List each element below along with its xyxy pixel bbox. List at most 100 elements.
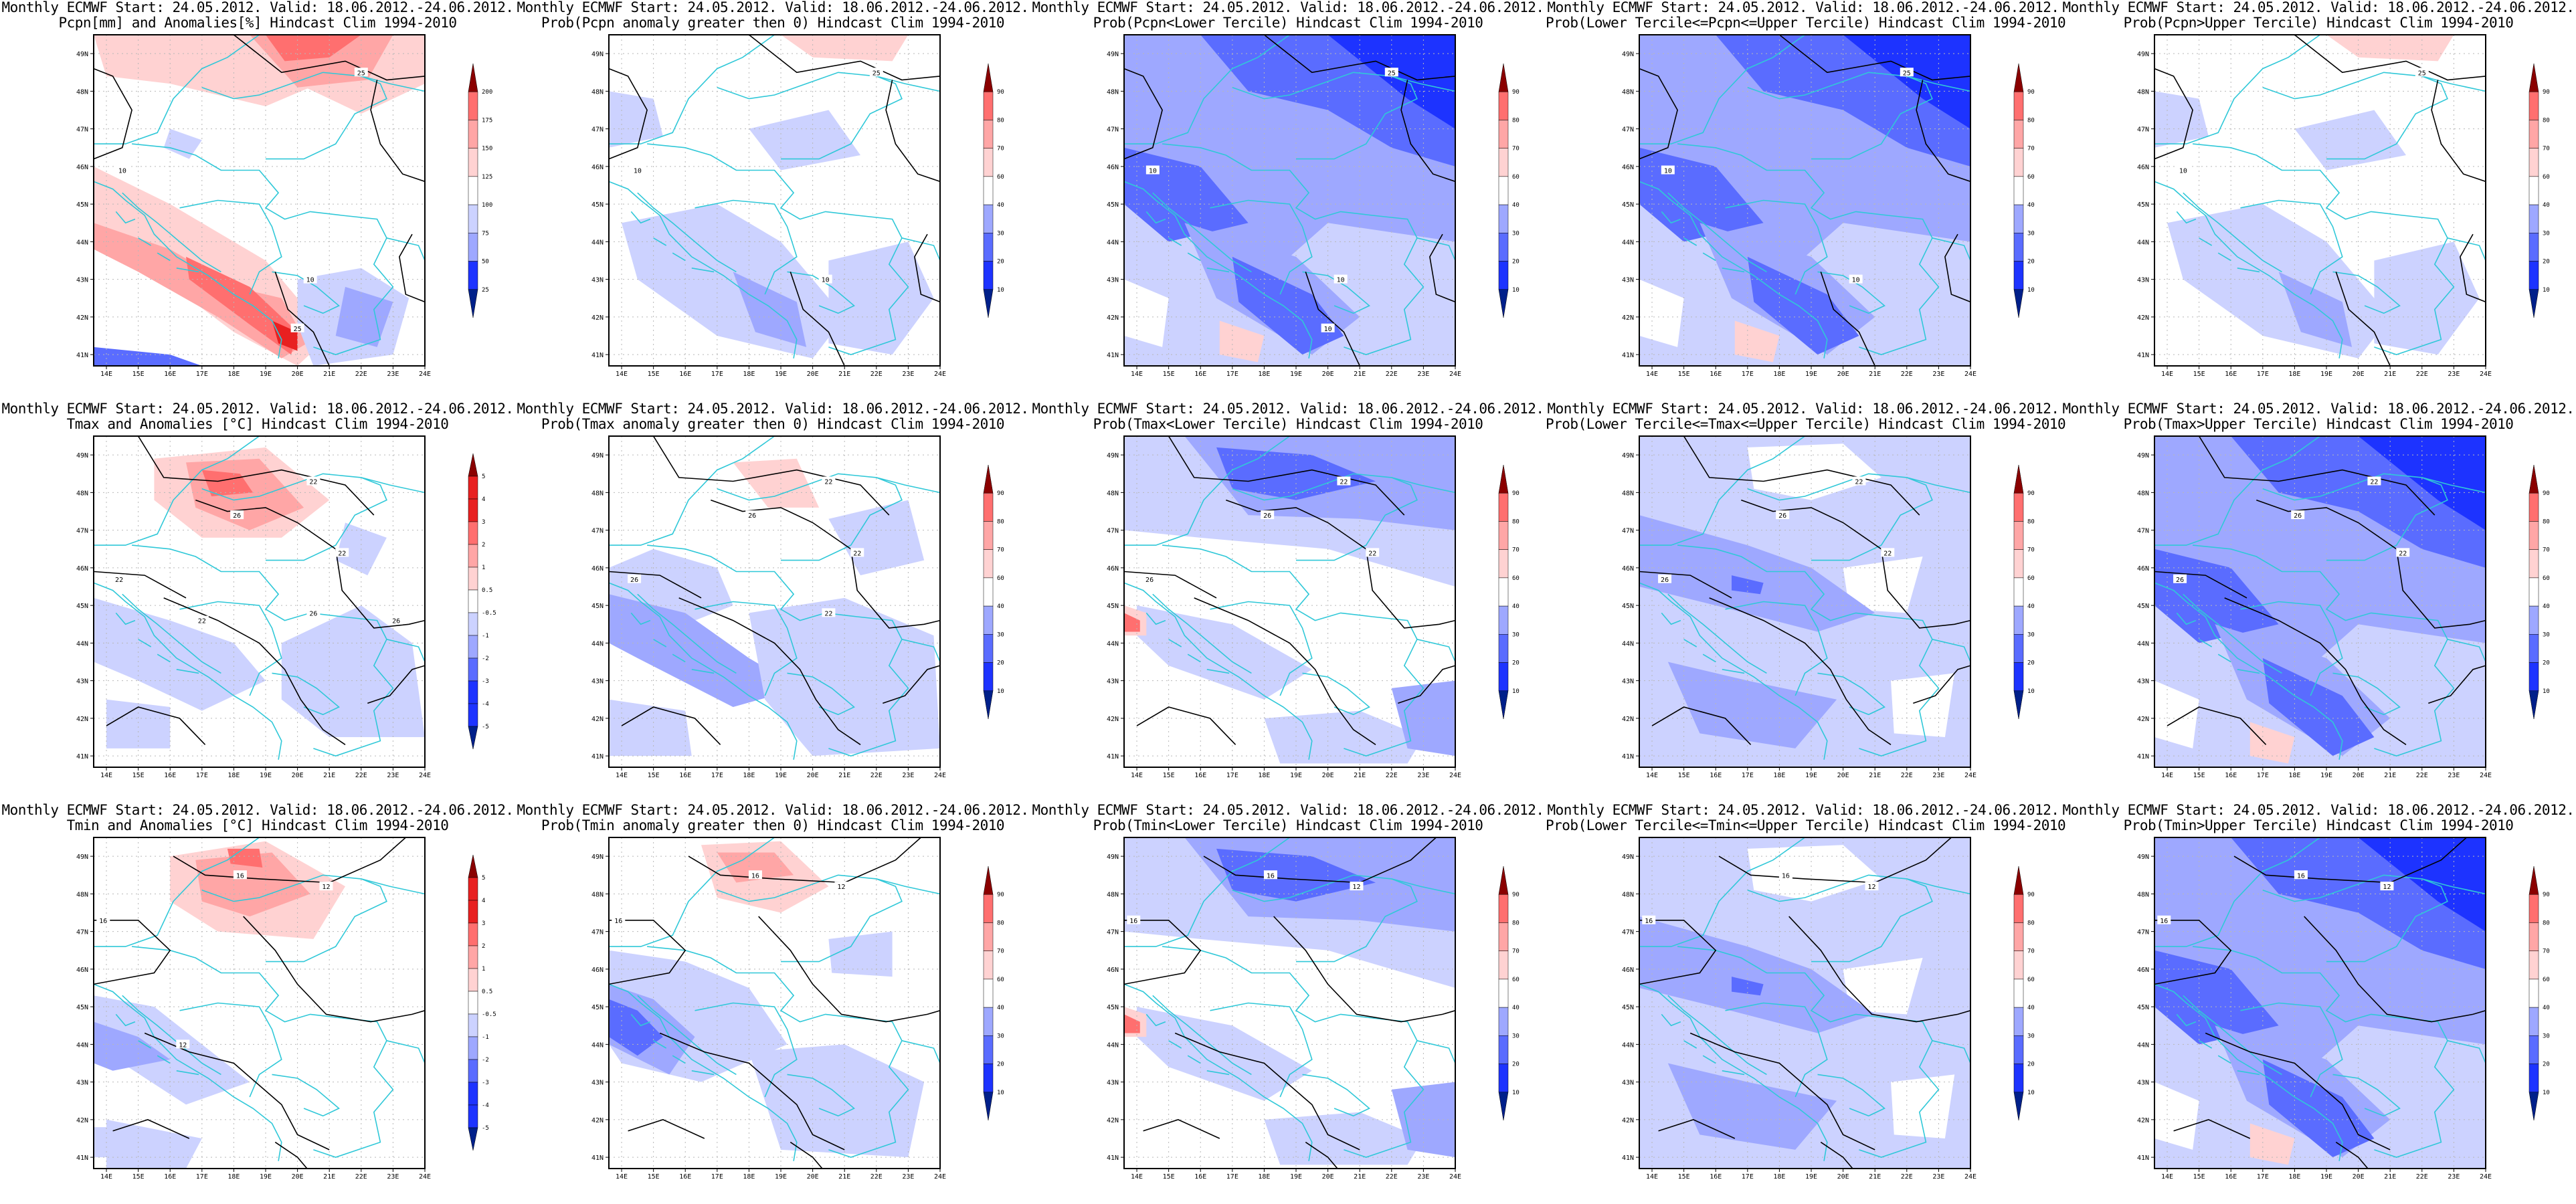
contour-label-bg [822,476,836,486]
contour-line [243,916,425,1023]
colorbar-label: 25 [482,287,489,294]
colorbar-label: -4 [482,1102,489,1109]
x-tick-label: 22E [1386,772,1398,779]
contour-line [2224,597,2407,745]
colorbar: -5 -4 -3 -2 -1 -0.5 0.5 1 2 3 4 5 [468,854,496,1151]
y-tick-label: 48N [2137,490,2149,497]
x-tick-label: 18E [1258,1173,1270,1181]
country-border [2240,601,2343,696]
panel-title-line1: Monthly ECMWF Start: 24.05.2012. Valid: … [1547,401,2059,417]
x-tick-label: 20E [1322,772,1334,779]
colorbar-segment [2013,91,2024,120]
country-border [1702,252,1716,262]
country-border [157,252,171,262]
colorbar-label: 90 [2027,490,2035,497]
country-border [1639,983,1828,1161]
contour-label: 22 [309,479,317,486]
x-tick-label: 15E [1163,772,1175,779]
y-tick-label: 48N [2137,891,2149,898]
contour-label-bg [2294,870,2308,880]
x-tick-label: 16E [1194,772,1206,779]
country-border [2217,252,2231,262]
x-tick-label: 21E [2384,772,2396,779]
x-tick-label: 21E [323,1173,335,1181]
country-border [1639,181,1828,359]
contour-label-bg [176,1039,190,1049]
country-border [695,199,798,295]
y-tick-label: 44N [1622,1041,1634,1049]
contour-line [2233,837,2467,884]
y-tick-label: 44N [1107,239,1119,246]
country-border [361,878,425,895]
country-border [1391,878,1455,895]
contour-line [2460,233,2486,303]
x-tick-label: 16E [2225,371,2237,378]
y-tick-label: 49N [76,51,88,58]
contour-line [1658,1119,1736,1139]
country-border [1683,1040,1697,1049]
colorbar-segment [2013,549,2024,579]
x-tick-label: 23E [2448,371,2460,378]
contour-line [1305,1141,1338,1169]
colorbar-segment [2528,577,2539,607]
country-border [1145,1013,1166,1027]
map-frame [2154,435,2486,768]
y-tick-label: 43N [1107,1080,1119,1087]
x-tick-label: 24E [419,772,431,779]
x-tick-label: 14E [1646,772,1658,779]
map-svg: 25 10 10 14E 15E 16E 17E 18E 19E 20E 21E 22E 23E 24E 4… [591,34,1004,378]
y-tick-label: 43N [591,1080,604,1087]
map-frame [608,435,941,768]
map-svg: 22 26 22 26 14E 15E 16E 17E 18E 19E 20E 21E 22E 23E 24… [2137,435,2550,779]
colorbar: 10 20 30 40 60 70 80 90 [1498,63,1520,318]
panel-title-line2: Prob(Tmin anomaly greater then 0) Hindca… [541,817,1005,833]
colorbar-segment [1498,1035,1509,1064]
colorbar-segment [2528,492,2539,522]
country-border [1162,143,1424,355]
panel-title-line1: Monthly ECMWF Start: 24.05.2012. Valid: … [1032,401,1544,417]
colorbar-label: 70 [2543,948,2550,955]
y-tick-label: 49N [1107,51,1119,58]
x-tick-label: 19E [1290,371,1302,378]
colorbar-segment [2013,204,2024,233]
country-border [2237,1070,2260,1076]
country-border [1168,639,1182,647]
country-border [691,669,715,674]
x-tick-label: 14E [1646,371,1658,378]
contour-label: 12 [1352,884,1360,891]
x-tick-label: 16E [1194,371,1206,378]
colorbar-label: 30 [2543,631,2550,638]
colorbar-label: -2 [482,1057,489,1064]
map-frame [1123,34,1456,367]
contour-label-bg [2173,574,2187,583]
contour-label: 12 [2383,884,2391,891]
shaded-region [1843,958,1923,1015]
y-tick-label: 41N [591,352,604,359]
colorbar: 10 20 30 40 60 70 80 90 [2013,866,2035,1121]
colorbar-label: 40 [2543,603,2550,610]
contour-label: 10 [2179,168,2187,175]
contour-line [1124,571,1217,599]
colorbar-triangle-bottom [2013,289,2024,318]
map-field: 25 10 [2154,35,2486,366]
country-border [901,639,940,662]
colorbar-label: 80 [997,117,1004,124]
country-border [901,237,940,261]
colorbar-label: 60 [2027,977,2035,983]
country-border [647,143,909,355]
x-tick-label: 22E [355,1173,367,1181]
colorbar-label: 80 [1512,518,1520,525]
shaded-region [2262,1059,2375,1158]
colorbar-segment [2528,979,2539,1008]
colorbar-triangle-bottom [1498,289,1509,318]
contour-line [233,35,425,81]
x-tick-label: 19E [260,371,272,378]
colorbar-segment [468,877,478,901]
y-tick-label: 45N [591,1004,604,1011]
country-border [630,211,651,224]
country-border [1667,192,1767,273]
x-tick-label: 23E [1932,1173,1944,1181]
country-border [1639,837,1805,947]
contour-label-bg [628,574,642,583]
contour-label: 22 [2399,550,2407,557]
